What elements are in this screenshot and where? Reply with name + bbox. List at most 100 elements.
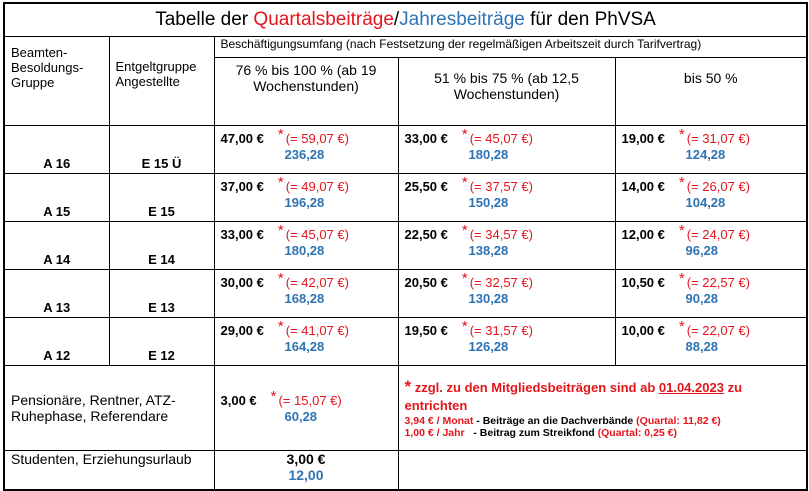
star: * xyxy=(277,174,284,191)
title-text: / xyxy=(393,9,400,30)
incl-fee: (= 24,07 €) xyxy=(686,227,750,242)
data-row: A 12 E 12 29,00 € * (= 41,07 €) 164,28 19,50 €… xyxy=(3,317,808,366)
fee-cell: 30,00 € * (= 42,07 €) 168,28 xyxy=(213,269,399,318)
group-cell: E 14 xyxy=(108,221,215,270)
header-row: Beamten-Besoldungs-Gruppe Entgeltgruppe … xyxy=(3,36,808,126)
fee-cell: 25,50 € * (= 37,57 €) 150,28 xyxy=(397,173,616,222)
grade: A 13 xyxy=(43,300,71,315)
page: Tabelle der Quartalsbeiträge/Jahresbeitr… xyxy=(3,2,809,491)
note-line: 1,00 € / Jahr - Beitrag zum Streikfond (… xyxy=(405,427,801,439)
star: * xyxy=(461,126,468,143)
data-row: A 15 E 15 37,00 € * (= 49,07 €) 196,28 25,50 €… xyxy=(3,173,808,222)
quarter-fee: 37,00 € xyxy=(220,179,264,194)
data-row: A 13 E 13 30,00 € * (= 42,07 €) 168,28 20,50 €… xyxy=(3,269,808,318)
fee-line: 33,00 € * (= 45,07 €) xyxy=(404,126,609,147)
title-text: für den PhVSA xyxy=(524,9,656,30)
fee-line: 37,00 € * (= 49,07 €) xyxy=(220,174,392,195)
incl-fee: (= 31,57 €) xyxy=(469,323,533,338)
range-header: 51 % bis 75 % (ab 12,5 Wochenstunden) xyxy=(397,57,616,126)
fee-line: 33,00 € * (= 45,07 €) xyxy=(221,222,392,243)
fee-line: 47,00 € * (= 59,07 €) xyxy=(221,126,392,147)
quarter-fee: 19,50 € xyxy=(404,323,448,338)
year-fee: 196,28 xyxy=(284,195,325,210)
fee-cell: 19,00 € * (= 31,07 €) 124,28 xyxy=(614,125,808,174)
year-fee: 236,28 xyxy=(284,147,325,162)
range-header: 76 % bis 100 % (ab 19 Wochenstunden) xyxy=(213,57,399,126)
star: * xyxy=(461,318,468,335)
fee-cell: 10,00 € * (= 22,07 €) 88,28 xyxy=(614,317,808,366)
note-amount: 1,00 € / Jahr xyxy=(404,427,465,439)
range-text: bis 50 % xyxy=(683,70,738,86)
year-line: 236,28 xyxy=(221,147,392,162)
fee-cell: 10,50 € * (= 22,57 €) 90,28 xyxy=(614,269,808,318)
incl-fee: (= 42,07 €) xyxy=(285,275,349,290)
group-cell: E 13 xyxy=(108,269,215,318)
year-fee: 164,28 xyxy=(284,339,325,354)
year-fee: 168,28 xyxy=(284,291,325,306)
year-fee: 124,28 xyxy=(685,147,726,162)
title-yearly: Jahresbeiträge xyxy=(399,9,525,30)
year-line: 96,28 xyxy=(622,243,801,258)
quarter-fee: 29,00 € xyxy=(220,323,264,338)
grade: A 12 xyxy=(43,348,71,363)
fee-line: 12,00 € * (= 24,07 €) xyxy=(622,222,801,243)
year-line: 130,28 xyxy=(405,291,609,306)
fee-cell: 33,00 € * (= 45,07 €) 180,28 xyxy=(213,221,399,270)
fee-cell: 47,00 € * (= 59,07 €) 236,28 xyxy=(213,125,399,174)
year-line: 126,28 xyxy=(405,339,609,354)
grade: A 16 xyxy=(43,156,71,171)
year-line: 196,28 xyxy=(221,195,392,210)
quarter-fee: 22,50 € xyxy=(404,227,448,242)
data-row: A 14 E 14 33,00 € * (= 45,07 €) 180,28 22,50 €… xyxy=(3,221,808,270)
star: * xyxy=(277,270,284,287)
year-line: 138,28 xyxy=(405,243,609,258)
fee-line: 30,00 € * (= 42,07 €) xyxy=(220,270,392,291)
header-scope: Beschäftigungsumfang (nach Festsetzung d… xyxy=(213,36,808,58)
grade-cell: A 14 xyxy=(3,221,110,270)
title: Tabelle der Quartalsbeiträge/Jahresbeitr… xyxy=(3,2,808,37)
note-text: - Beitrag zum Streikfond xyxy=(464,427,598,439)
note-text: - Beiträge an die Dachverbände xyxy=(473,415,637,427)
year-line: 12,00 xyxy=(221,467,392,483)
grade-cell: A 12 xyxy=(3,317,110,366)
incl-fee: (= 34,57 €) xyxy=(469,227,533,242)
group: E 15 xyxy=(148,204,175,219)
grade: A 15 xyxy=(43,204,71,219)
pension-row: Pensionäre, Rentner, ATZ-Ruhephase, Refe… xyxy=(3,365,808,451)
star: * xyxy=(678,270,685,287)
fee-cell: 3,00 € * (= 15,07 €) 60,28 xyxy=(213,365,399,451)
fee-line: 14,00 € * (= 26,07 €) xyxy=(622,174,801,195)
year-fee: 96,28 xyxy=(685,243,719,258)
quarter-fee: 33,00 € xyxy=(404,131,448,146)
year-line: 164,28 xyxy=(221,339,392,354)
year-line: 180,28 xyxy=(405,147,609,162)
note-date: 01.04.2023 xyxy=(658,380,724,395)
year-fee: 150,28 xyxy=(468,195,509,210)
header-text: Beamten-Besoldungs-Gruppe xyxy=(11,45,84,90)
group-cell: E 12 xyxy=(108,317,215,366)
year-fee: 130,28 xyxy=(468,291,509,306)
header-text: Beschäftigungsumfang (nach Festsetzung d… xyxy=(220,37,702,51)
year-line: 104,28 xyxy=(622,195,801,210)
incl-fee: (= 22,07 €) xyxy=(686,323,750,338)
grade-cell: A 15 xyxy=(3,173,110,222)
empty-cell xyxy=(397,450,808,491)
quarter-fee: 25,50 € xyxy=(404,179,448,194)
fee-cell: 22,50 € * (= 34,57 €) 138,28 xyxy=(397,221,616,270)
quarter-fee: 30,00 € xyxy=(220,275,264,290)
group-cell: E 15 xyxy=(108,173,215,222)
star: * xyxy=(461,174,468,191)
star: * xyxy=(270,388,277,405)
title-quarterly: Quartalsbeiträge xyxy=(253,9,394,30)
note-text: zzgl. zu den Mitgliedsbeiträgen sind ab xyxy=(411,380,659,395)
header-group: Entgeltgruppe Angestellte xyxy=(108,36,215,126)
quarter-fee: 10,50 € xyxy=(621,275,665,290)
note-amount: 3,94 € / Monat xyxy=(404,415,474,427)
year-fee: 88,28 xyxy=(685,339,719,354)
fee-line: 3,00 € xyxy=(221,451,392,467)
year-fee: 126,28 xyxy=(468,339,509,354)
quarter-fee: 20,50 € xyxy=(404,275,448,290)
incl-fee: (= 37,57 €) xyxy=(469,179,533,194)
grade-cell: A 16 xyxy=(3,125,110,174)
note-line: 3,94 € / Monat - Beiträge an die Dachver… xyxy=(405,415,801,427)
